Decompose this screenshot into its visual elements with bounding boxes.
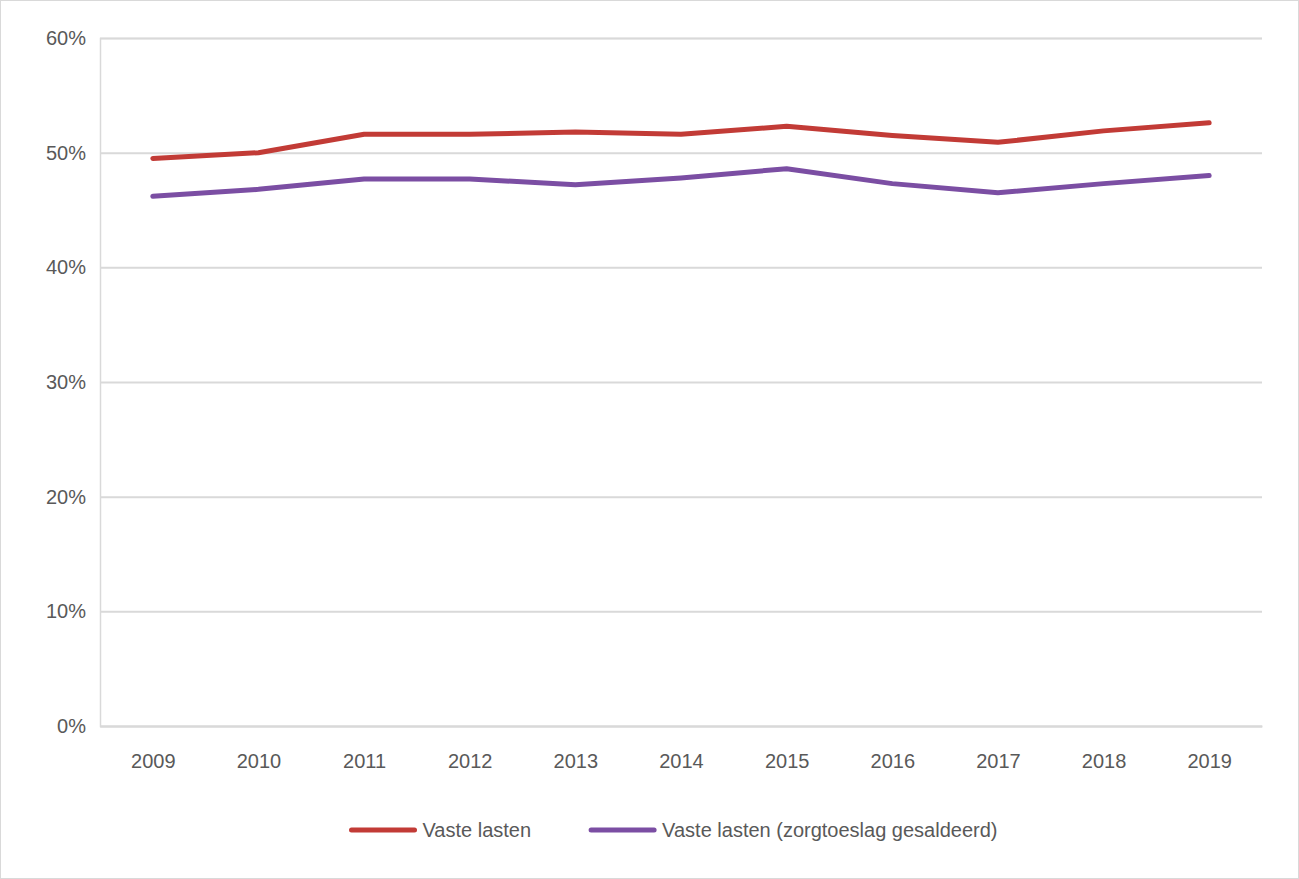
x-tick-label: 2009	[131, 750, 176, 772]
x-tick: 2013	[554, 726, 599, 772]
legend-label: Vaste lasten (zorgtoeslag gesaldeerd)	[662, 819, 997, 841]
y-tick-label: 60%	[46, 27, 86, 49]
y-axis: 0% 10% 20% 30% 40% 50% 60%	[46, 27, 1262, 737]
x-axis-line	[101, 726, 1263, 728]
grid-line	[100, 726, 1262, 728]
x-tick: 2016	[871, 726, 916, 772]
lines	[153, 123, 1209, 196]
legend-swatch	[591, 828, 654, 833]
grid-line	[100, 382, 1262, 384]
x-tick-label: 2012	[448, 750, 493, 772]
legend-item: Vaste lasten (zorgtoeslag gesaldeerd)	[591, 819, 997, 841]
y-tick: 20%	[46, 486, 1262, 508]
x-tick: 2018	[1082, 726, 1127, 772]
series-line	[153, 169, 1209, 197]
x-tick: 2019	[1187, 726, 1232, 772]
legend-label: Vaste lasten	[423, 819, 532, 841]
x-tick: 2014	[659, 726, 704, 772]
background	[1, 1, 1299, 879]
x-axis: 2009 2010 2011 2012 2013 2014 2015 2016 2017 2018…	[101, 726, 1263, 772]
x-tick-label: 2014	[659, 750, 704, 772]
y-tick-label: 10%	[46, 600, 86, 622]
grid-line	[100, 611, 1262, 613]
x-tick: 2017	[976, 726, 1021, 772]
y-tick: 10%	[46, 600, 1262, 622]
y-tick-label: 30%	[46, 371, 86, 393]
chart: 0% 10% 20% 30% 40% 50% 60% 2009 2010 2011 2012 2013…	[0, 0, 1299, 879]
legend-swatch	[352, 828, 415, 833]
x-tick-label: 2017	[976, 750, 1021, 772]
legend: Vaste lasten Vaste lasten (zorgtoeslag ge…	[352, 819, 998, 841]
y-tick-label: 50%	[46, 142, 86, 164]
grid-line	[100, 152, 1262, 154]
y-tick-label: 0%	[57, 715, 86, 737]
grid-line	[100, 38, 1262, 40]
x-tick-label: 2016	[871, 750, 916, 772]
plot: 0% 10% 20% 30% 40% 50% 60% 2009 2010 2011 2012 2013…	[46, 27, 1263, 772]
x-tick: 2011	[343, 726, 386, 772]
y-tick: 60%	[46, 27, 1262, 49]
y-axis-line	[101, 39, 1263, 727]
x-tick-label: 2011	[343, 750, 386, 772]
x-tick-label: 2018	[1082, 750, 1127, 772]
y-tick-label: 40%	[46, 256, 86, 278]
grid-line	[100, 267, 1262, 269]
x-tick-label: 2013	[554, 750, 599, 772]
x-tick-label: 2015	[765, 750, 810, 772]
x-tick-label: 2010	[237, 750, 281, 772]
series-line	[153, 123, 1209, 159]
x-tick-label: 2019	[1187, 750, 1232, 772]
x-tick: 2015	[765, 726, 810, 772]
y-tick: 30%	[46, 371, 1262, 393]
x-tick: 2010	[237, 726, 281, 772]
y-tick-label: 20%	[46, 486, 86, 508]
legend-item: Vaste lasten	[352, 819, 532, 841]
x-tick: 2009	[131, 726, 176, 772]
y-tick: 0%	[57, 715, 1262, 737]
x-tick: 2012	[448, 726, 493, 772]
y-tick: 40%	[46, 256, 1262, 278]
grid-line	[100, 496, 1262, 498]
